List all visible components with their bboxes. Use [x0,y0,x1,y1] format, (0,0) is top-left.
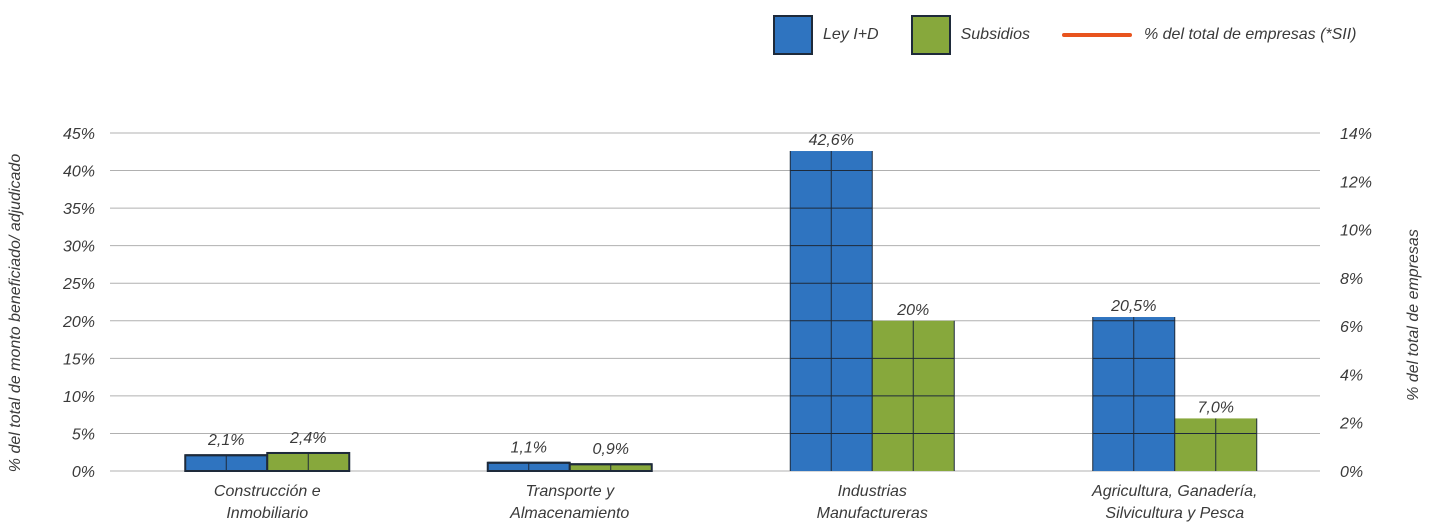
x-tick-label: Manufactureras [817,505,928,522]
legend-item-empresas: % del total de empresas (*SII) [1061,26,1357,44]
y-tick-label: 10% [63,389,95,406]
legend-label-subsidios: Subsidios [960,26,1030,43]
y-tick-label: 40% [63,164,95,181]
y2-tick-label: 2% [1339,416,1363,433]
y-axis-title: % del total de monto beneficiado/ adjudi… [7,154,24,473]
data-label: 20% [896,302,929,319]
legend-item-subsidios: Subsidios [910,15,1030,55]
x-tick-label: Transporte y [525,483,615,500]
data-label: 1,1% [511,440,547,457]
y2-tick-label: 10% [1340,223,1372,240]
data-label: 42,6% [809,132,854,149]
legend-swatch-ley [773,15,813,55]
value-labels: 2,1% 2,4% 1,1% 0,9% 42,6% 20% 20,5% 7,0% [207,132,1234,458]
data-label: 0,9% [593,441,629,458]
y2-axis-title: % del total de empresas [1405,229,1422,401]
x-tick-label: Construcción e [214,483,321,500]
data-label: 2,4% [289,430,326,447]
legend: Ley I+D Subsidios % del total de empresa… [773,12,1357,58]
y-tick-label: 0% [72,464,95,481]
y-tick-label: 5% [72,426,95,443]
legend-swatch-empresas [1061,33,1132,37]
y-tick-label: 15% [63,351,95,368]
y2-tick-label: 14% [1340,126,1372,143]
bars [184,151,1258,472]
data-label: 20,5% [1110,298,1156,315]
y2-tick-label: 4% [1340,367,1363,384]
legend-label-empresas: % del total de empresas (*SII) [1143,26,1357,43]
x-tick-label: Industrias [838,483,907,500]
legend-label-ley: Ley I+D [823,26,879,43]
x-axis: Construcción e Inmobiliario Transporte y Al… [214,483,1258,522]
y2-tick-label: 12% [1340,174,1372,191]
x-tick-label: Almacenamiento [509,505,629,522]
y2-tick-label: 8% [1340,271,1363,288]
y-axis-right: 0% 2% 4% 6% 8% 10% 12% 14% [1339,126,1372,481]
y-tick-label: 45% [63,126,95,143]
y-axis-left: 0% 5% 10% 15% 20% 25% 30% 35% 40% 45% [62,126,95,481]
legend-item-ley: Ley I+D [773,15,879,55]
y2-tick-label: 6% [1340,319,1363,336]
y2-tick-label: 0% [1340,464,1363,481]
y-tick-label: 30% [63,239,95,256]
legend-swatch-subsidios [910,15,951,55]
data-label: 2,1% [207,432,244,449]
y-tick-label: 35% [63,201,95,218]
x-tick-label: Inmobiliario [226,505,308,522]
x-tick-label: Silvicultura y Pesca [1105,505,1244,522]
y-tick-label: 25% [62,276,95,293]
x-tick-label: Agricultura, Ganadería, [1091,483,1257,500]
y-tick-label: 20% [62,314,95,331]
data-label: 7,0% [1198,399,1234,416]
